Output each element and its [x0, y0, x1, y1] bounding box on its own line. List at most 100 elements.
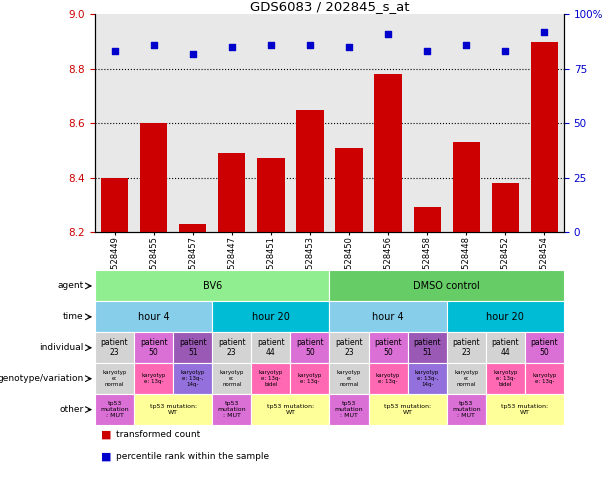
Bar — [95, 394, 134, 425]
Text: patient
44: patient 44 — [492, 338, 519, 357]
Text: karyotyp
e:
normal: karyotyp e: normal — [102, 370, 127, 387]
Text: BV6: BV6 — [203, 281, 222, 291]
Text: karyotyp
e:
normal: karyotyp e: normal — [337, 370, 361, 387]
Text: ■: ■ — [101, 452, 112, 462]
Bar — [218, 153, 245, 232]
Text: percentile rank within the sample: percentile rank within the sample — [116, 452, 270, 461]
Text: patient
50: patient 50 — [375, 338, 402, 357]
Bar — [408, 363, 447, 394]
Bar — [414, 207, 441, 232]
Text: tp53 mutation:
WT: tp53 mutation: WT — [384, 404, 431, 415]
Bar — [531, 42, 558, 232]
Text: karyotyp
e: 13q-
bidel: karyotyp e: 13q- bidel — [493, 370, 517, 387]
Text: karyotyp
e: 13q-: karyotyp e: 13q- — [376, 373, 400, 384]
Text: karyotyp
e: 13q-,
14q-: karyotyp e: 13q-, 14q- — [415, 370, 440, 387]
Text: karyotyp
e:
normal: karyotyp e: normal — [454, 370, 479, 387]
Text: agent: agent — [57, 282, 83, 290]
Bar — [368, 363, 408, 394]
Text: patient
51: patient 51 — [179, 338, 207, 357]
Bar — [291, 363, 330, 394]
Text: patient
23: patient 23 — [335, 338, 363, 357]
Bar — [492, 183, 519, 232]
Bar — [212, 332, 251, 363]
Bar — [447, 301, 564, 332]
Text: tp53
mutation
: MUT: tp53 mutation : MUT — [335, 401, 364, 418]
Bar — [134, 332, 173, 363]
Point — [110, 47, 120, 55]
Bar — [330, 270, 564, 301]
Bar — [140, 123, 167, 232]
Bar — [335, 148, 363, 232]
Text: DMSO control: DMSO control — [413, 281, 480, 291]
Bar — [134, 363, 173, 394]
Text: ■: ■ — [101, 430, 112, 440]
Bar — [212, 394, 251, 425]
Text: hour 4: hour 4 — [138, 312, 169, 322]
Bar — [251, 363, 291, 394]
Text: patient
51: patient 51 — [413, 338, 441, 357]
Bar — [173, 363, 212, 394]
Point — [539, 28, 549, 36]
Text: patient
23: patient 23 — [218, 338, 246, 357]
Bar — [95, 332, 134, 363]
Bar — [525, 363, 564, 394]
Point — [344, 43, 354, 51]
Bar — [251, 394, 330, 425]
Bar — [179, 224, 207, 232]
Bar — [525, 332, 564, 363]
Point — [188, 50, 197, 57]
Bar — [296, 110, 324, 232]
Bar — [95, 270, 330, 301]
Point — [422, 47, 432, 55]
Bar — [212, 363, 251, 394]
Text: tp53
mutation
: MUT: tp53 mutation : MUT — [218, 401, 246, 418]
Text: karyotyp
e: 13q-: karyotyp e: 13q- — [532, 373, 557, 384]
Text: tp53 mutation:
WT: tp53 mutation: WT — [501, 404, 549, 415]
Text: tp53 mutation:
WT: tp53 mutation: WT — [150, 404, 197, 415]
Text: tp53 mutation:
WT: tp53 mutation: WT — [267, 404, 314, 415]
Text: hour 20: hour 20 — [252, 312, 290, 322]
Bar — [212, 301, 330, 332]
Text: patient
50: patient 50 — [531, 338, 558, 357]
Title: GDS6083 / 202845_s_at: GDS6083 / 202845_s_at — [249, 0, 409, 14]
Text: individual: individual — [39, 343, 83, 352]
Point — [462, 41, 471, 49]
Text: other: other — [59, 405, 83, 414]
Text: patient
44: patient 44 — [257, 338, 284, 357]
Point — [383, 30, 393, 38]
Bar — [95, 363, 134, 394]
Bar — [486, 332, 525, 363]
Point — [149, 41, 159, 49]
Bar — [408, 332, 447, 363]
Text: hour 20: hour 20 — [486, 312, 524, 322]
Text: time: time — [63, 313, 83, 321]
Bar — [486, 363, 525, 394]
Bar — [173, 332, 212, 363]
Bar — [330, 301, 447, 332]
Text: karyotyp
e: 13q-: karyotyp e: 13q- — [298, 373, 322, 384]
Point — [227, 43, 237, 51]
Bar — [134, 394, 212, 425]
Bar — [368, 394, 447, 425]
Text: karyotyp
e:
normal: karyotyp e: normal — [219, 370, 244, 387]
Text: karyotyp
e: 13q-: karyotyp e: 13q- — [142, 373, 166, 384]
Text: karyotyp
e: 13q-,
14q-: karyotyp e: 13q-, 14q- — [180, 370, 205, 387]
Bar — [257, 158, 284, 232]
Bar — [330, 332, 368, 363]
Text: patient
50: patient 50 — [140, 338, 167, 357]
Point — [266, 41, 276, 49]
Text: tp53
mutation
: MUT: tp53 mutation : MUT — [452, 401, 481, 418]
Text: hour 4: hour 4 — [372, 312, 404, 322]
Bar — [101, 177, 128, 232]
Text: transformed count: transformed count — [116, 430, 200, 439]
Bar — [452, 142, 480, 232]
Bar — [447, 394, 486, 425]
Text: patient
50: patient 50 — [296, 338, 324, 357]
Point — [500, 47, 510, 55]
Bar — [330, 394, 368, 425]
Bar — [95, 301, 212, 332]
Point — [305, 41, 315, 49]
Text: karyotyp
e: 13q-
bidel: karyotyp e: 13q- bidel — [259, 370, 283, 387]
Bar — [330, 363, 368, 394]
Bar — [375, 74, 402, 232]
